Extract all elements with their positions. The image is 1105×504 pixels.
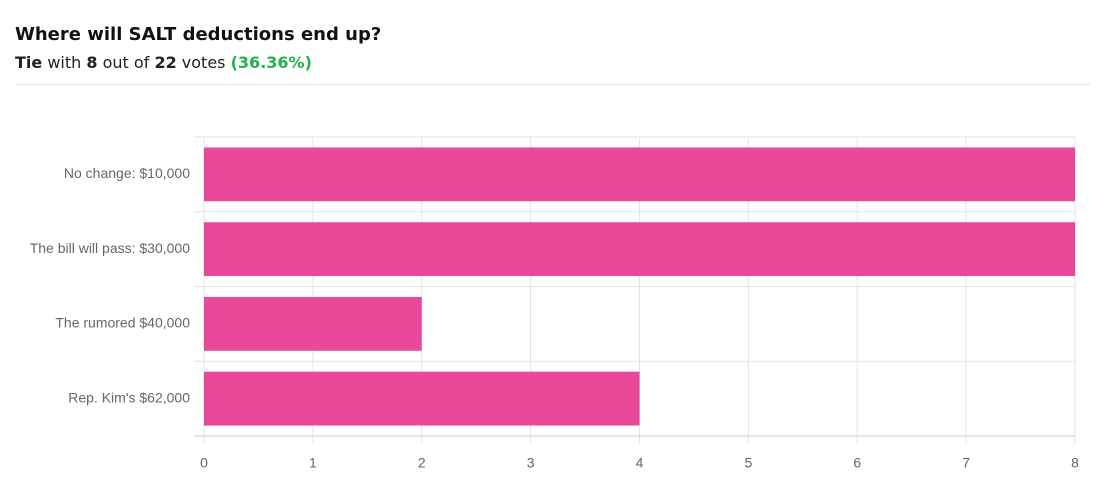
bar	[204, 222, 1075, 277]
poll-summary: Tie with 8 out of 22 votes (36.36%)	[15, 53, 312, 72]
bar	[204, 371, 640, 426]
y-tick-label: Rep. Kim's $62,000	[68, 389, 190, 405]
x-tick-label: 8	[1071, 455, 1079, 471]
y-tick-label: No change: $10,000	[64, 165, 190, 181]
x-tick-label: 3	[527, 455, 535, 471]
x-tick-label: 0	[200, 455, 208, 471]
bar	[204, 296, 422, 351]
x-tick-label: 6	[853, 455, 861, 471]
percent: (36.36%)	[231, 53, 312, 72]
poll-title: Where will SALT deductions end up?	[15, 24, 381, 45]
leader-votes: 8	[86, 53, 97, 72]
x-tick-label: 7	[962, 455, 970, 471]
summary-word: votes	[182, 53, 226, 72]
y-tick-label: The rumored $40,000	[55, 315, 190, 331]
x-tick-label: 5	[744, 455, 752, 471]
y-tick-label: The bill will pass: $30,000	[30, 240, 191, 256]
leader: Tie	[15, 53, 42, 72]
summary-word: out of	[103, 53, 150, 72]
x-tick-label: 1	[309, 455, 317, 471]
total-votes: 22	[154, 53, 176, 72]
x-tick-label: 4	[636, 455, 644, 471]
x-tick-label: 2	[418, 455, 426, 471]
summary-word: with	[47, 53, 81, 72]
bar	[204, 147, 1075, 202]
